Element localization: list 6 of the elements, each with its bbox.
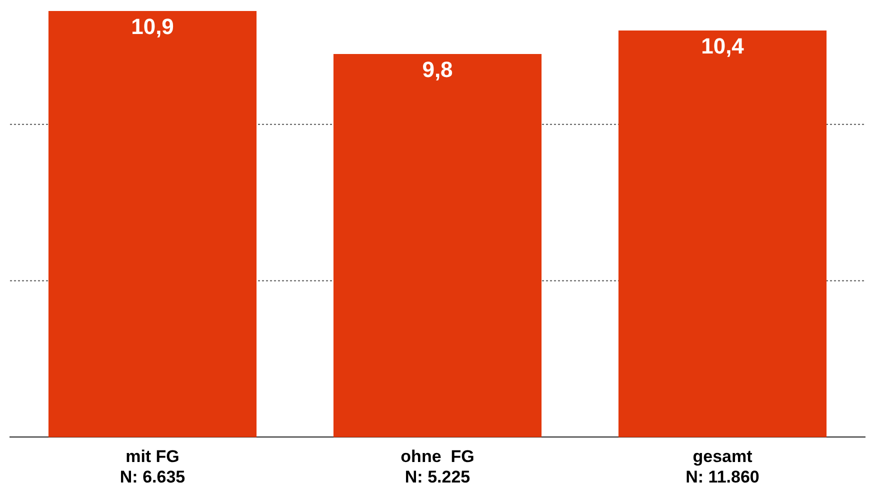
data-label: 10,9 xyxy=(131,14,174,40)
data-label: 10,4 xyxy=(701,34,745,59)
x-tick-label: ohne FG N: 5.225 xyxy=(400,447,474,486)
data-label: 9,8 xyxy=(422,57,453,82)
x-tick-label: gesamt N: 11.860 xyxy=(686,447,760,486)
x-tick-label: mit FG N: 6.635 xyxy=(120,447,186,486)
